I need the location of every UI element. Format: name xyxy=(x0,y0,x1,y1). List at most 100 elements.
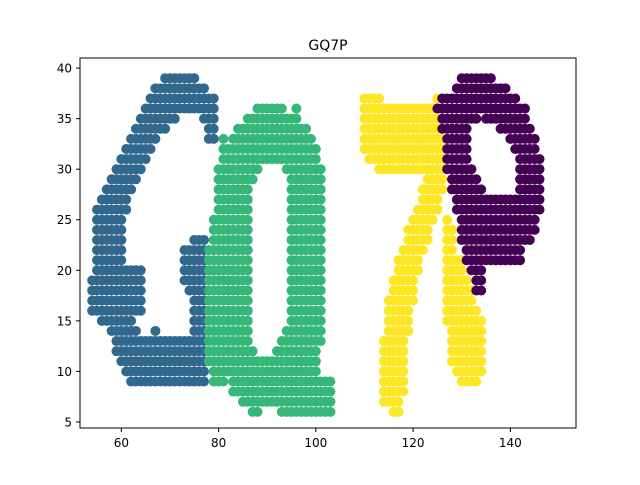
data-point xyxy=(466,164,477,175)
data-point xyxy=(150,325,161,336)
x-tick-label: 120 xyxy=(402,436,425,450)
data-point xyxy=(427,214,438,225)
data-point xyxy=(315,255,326,266)
data-point xyxy=(242,234,253,245)
data-point xyxy=(199,234,209,245)
data-point xyxy=(524,234,535,245)
data-point xyxy=(315,285,326,296)
data-point xyxy=(242,214,253,225)
data-point xyxy=(310,366,321,377)
data-point xyxy=(315,265,326,276)
data-point xyxy=(135,265,146,276)
data-point xyxy=(315,325,326,336)
data-point xyxy=(476,315,487,326)
data-point xyxy=(199,366,209,377)
data-point xyxy=(121,194,132,205)
data-point xyxy=(325,396,336,407)
data-point xyxy=(247,174,258,185)
data-point xyxy=(135,164,146,175)
data-point xyxy=(432,194,443,205)
series-g xyxy=(87,73,219,387)
data-point xyxy=(447,224,457,235)
data-point xyxy=(121,204,132,215)
data-point xyxy=(116,224,127,235)
data-point xyxy=(519,113,530,124)
data-point xyxy=(247,346,258,357)
y-tick-label: 20 xyxy=(57,264,72,278)
data-point xyxy=(476,356,487,367)
data-point xyxy=(422,224,433,235)
data-point xyxy=(398,336,409,347)
data-point xyxy=(242,295,253,306)
data-point xyxy=(242,325,253,336)
y-tick-label: 35 xyxy=(57,112,72,126)
data-point xyxy=(145,143,156,154)
data-point xyxy=(291,113,302,124)
data-point xyxy=(534,184,545,195)
data-point xyxy=(398,366,409,377)
y-tick-label: 40 xyxy=(57,62,72,76)
data-point xyxy=(135,275,146,286)
data-point xyxy=(130,174,141,185)
data-point xyxy=(529,214,540,225)
data-point xyxy=(412,265,423,276)
data-point xyxy=(315,305,326,316)
data-point xyxy=(515,245,526,256)
data-point xyxy=(398,376,409,387)
data-point xyxy=(218,376,229,387)
data-point xyxy=(408,285,419,296)
data-point xyxy=(476,184,487,195)
data-point xyxy=(476,285,487,296)
data-point xyxy=(471,174,482,185)
data-point xyxy=(242,285,253,296)
data-point xyxy=(130,325,141,336)
data-point xyxy=(461,133,472,144)
data-point xyxy=(447,234,457,245)
data-point xyxy=(403,305,414,316)
data-point xyxy=(398,386,409,397)
data-point xyxy=(315,315,326,326)
data-point xyxy=(461,275,472,286)
data-point xyxy=(126,184,137,195)
data-point xyxy=(242,245,253,256)
data-point xyxy=(461,143,472,154)
data-point xyxy=(476,265,487,276)
data-point xyxy=(242,275,253,286)
y-tick-label: 5 xyxy=(64,415,72,429)
data-point xyxy=(242,204,253,215)
data-point xyxy=(476,336,487,347)
data-point xyxy=(199,376,209,387)
data-point xyxy=(417,245,428,256)
data-point xyxy=(529,224,540,235)
data-point xyxy=(208,103,219,114)
data-point xyxy=(393,396,404,407)
series-7 xyxy=(359,93,487,417)
data-point xyxy=(315,234,326,245)
data-point xyxy=(529,143,540,154)
data-point xyxy=(242,336,253,347)
data-point xyxy=(325,386,336,397)
y-tick-label: 10 xyxy=(57,365,72,379)
data-point xyxy=(301,123,312,134)
data-point xyxy=(218,133,229,144)
data-point xyxy=(242,184,253,195)
data-point xyxy=(315,336,326,347)
data-point xyxy=(126,315,137,326)
data-point xyxy=(242,315,253,326)
data-point xyxy=(116,255,127,266)
data-point xyxy=(461,154,472,165)
y-tick-label: 15 xyxy=(57,314,72,328)
data-point xyxy=(160,123,171,134)
data-point xyxy=(242,224,253,235)
data-point xyxy=(510,93,521,104)
data-point xyxy=(315,204,326,215)
data-point xyxy=(315,194,326,205)
chart-title: GQ7P xyxy=(308,38,347,54)
data-point xyxy=(325,376,336,387)
data-point xyxy=(315,295,326,306)
data-point xyxy=(252,406,263,417)
data-point xyxy=(150,133,161,144)
data-point xyxy=(461,123,472,134)
data-point xyxy=(315,245,326,256)
